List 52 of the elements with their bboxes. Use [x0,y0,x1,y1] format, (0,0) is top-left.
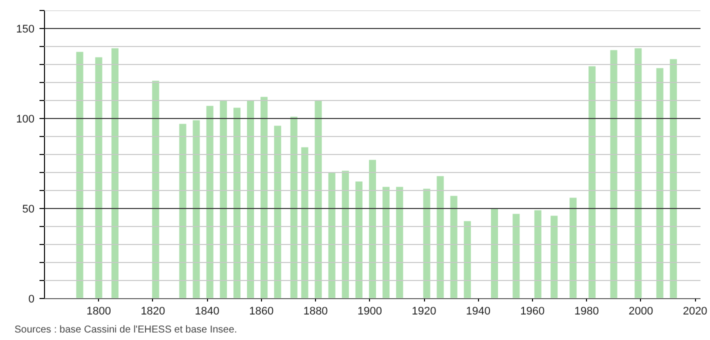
x-tick-label: 1820 [140,306,166,318]
x-tick-label: 1980 [574,306,599,318]
bar [220,100,227,298]
x-tick-label: 2020 [682,306,708,318]
bar [534,210,542,298]
bar [355,182,362,298]
bar [301,147,308,298]
bar [450,196,458,298]
y-tick-label: 150 [16,24,35,36]
bar [290,116,298,298]
source-note: Sources : base Cassini de l'EHESS et base Insee. [14,324,238,336]
x-tick-label: 1900 [358,306,382,318]
bar [260,96,268,298]
bar [274,126,282,298]
y-tick-label: 50 [22,204,35,216]
x-tick-label: 1940 [466,306,490,318]
x-tick-label: 1880 [303,306,328,318]
bar [111,48,119,298]
y-tick-label: 0 [28,294,35,306]
bar [570,198,577,298]
bar [512,214,520,298]
bar [314,100,322,298]
bar [206,106,214,298]
x-tick-label: 2000 [628,306,654,318]
x-tick-label: 1960 [520,306,545,318]
bar [328,172,336,298]
bar [550,216,558,298]
bar [152,80,160,298]
bar [610,50,618,298]
x-tick-label: 1920 [412,306,436,318]
bar [656,68,664,298]
bar [670,59,677,298]
x-tick-label: 1860 [249,306,274,318]
bar [95,57,102,298]
bar [342,170,349,298]
bar [490,208,498,298]
bar [382,186,390,298]
bar [464,221,471,298]
bar [192,120,200,298]
bar [179,124,186,298]
bar [423,188,430,298]
bar [634,48,642,298]
bar [246,100,254,298]
bar [76,52,84,298]
bar [436,176,444,298]
bar [233,108,240,298]
bar [368,160,376,298]
y-tick-label: 100 [16,114,35,126]
bar [396,186,404,298]
x-tick-label: 1840 [194,306,220,318]
x-tick-label: 1800 [86,306,111,318]
bar [588,66,596,298]
